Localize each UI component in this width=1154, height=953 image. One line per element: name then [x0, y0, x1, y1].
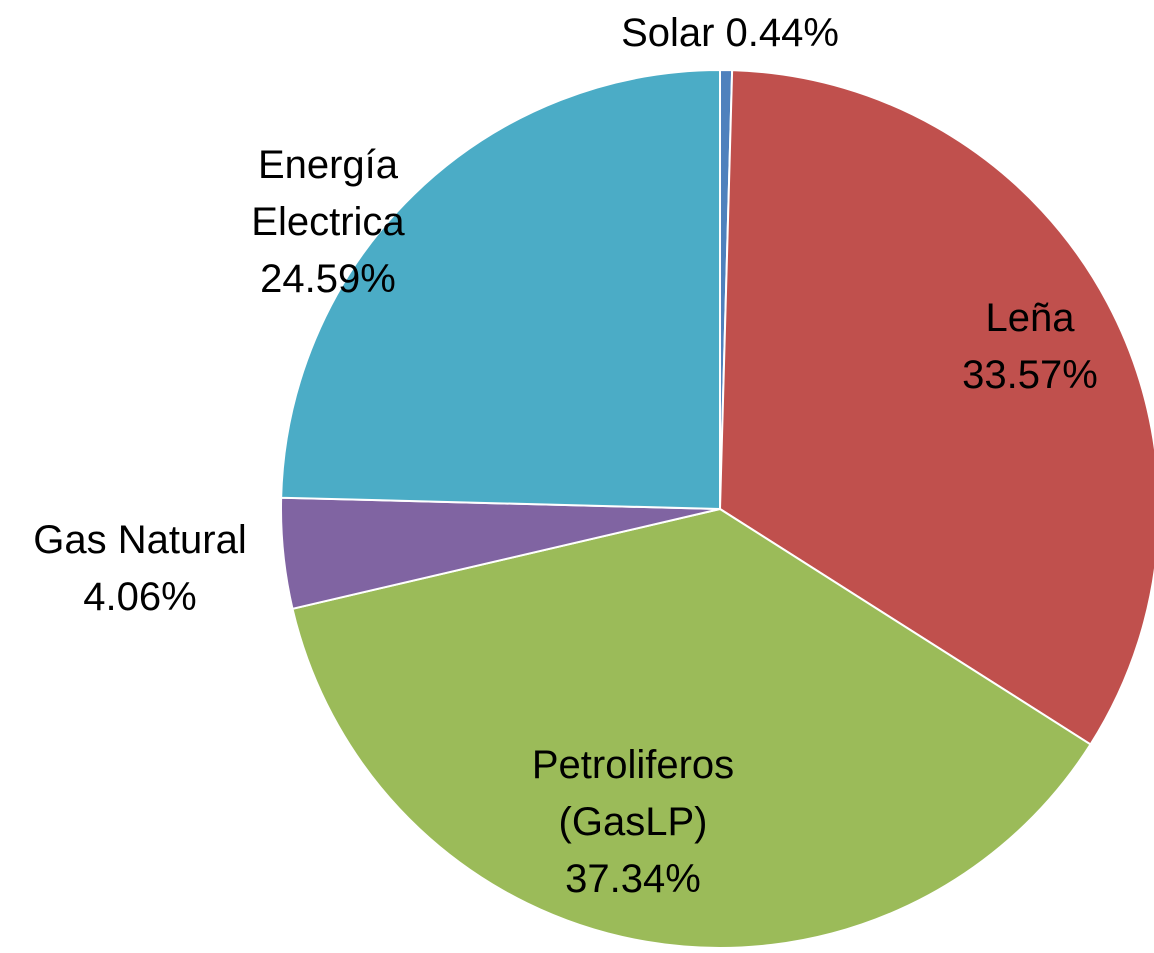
category-label: Leña: [985, 296, 1075, 340]
pie-slice: [718, 69, 1154, 746]
category-label: Solar: [621, 11, 715, 55]
value-label: 33.57%: [962, 353, 1098, 397]
data-label: Solar 0.44%: [480, 5, 980, 62]
category-label: Petroliferos (GasLP): [531, 743, 735, 844]
value-label: 24.59%: [260, 257, 396, 301]
value-label: 37.34%: [565, 857, 701, 901]
value-label: 4.06%: [83, 575, 197, 619]
data-label: Gas Natural 4.06%: [0, 512, 280, 626]
data-label: Petroliferos (GasLP) 37.34%: [483, 737, 783, 908]
value-label: 0.44%: [725, 11, 839, 55]
pie-slice: [291, 507, 1092, 949]
data-label: Energía Electrica 24.59%: [198, 137, 458, 308]
data-label: Leña 33.57%: [930, 290, 1130, 404]
pie-slice: [280, 68, 721, 511]
category-label: Gas Natural: [33, 518, 247, 562]
category-label: Energía Electrica: [251, 143, 405, 244]
